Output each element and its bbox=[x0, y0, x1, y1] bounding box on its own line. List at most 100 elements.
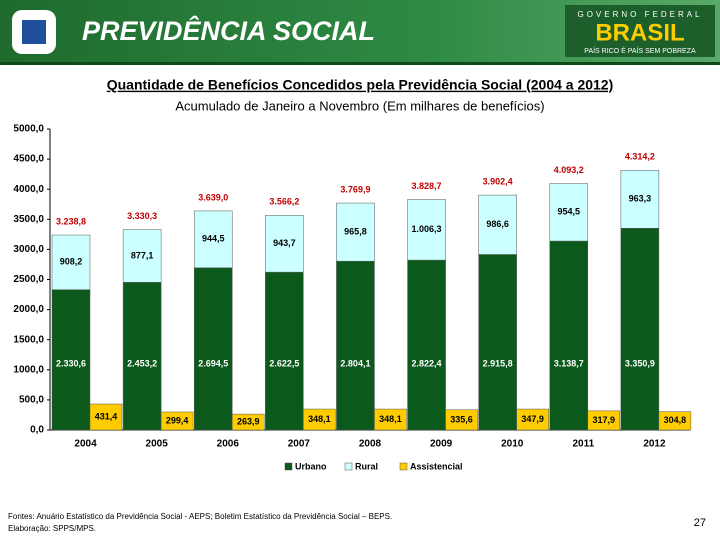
y-tick-label: 3500,0 bbox=[13, 214, 44, 225]
value-label: 954,5 bbox=[558, 207, 581, 217]
value-label: 2.915,8 bbox=[483, 358, 513, 368]
bar-rural bbox=[51, 234, 91, 290]
x-tick-label: 2008 bbox=[359, 439, 382, 450]
legend-label: Rural bbox=[355, 461, 378, 471]
total-label: 3.566,2 bbox=[269, 197, 299, 207]
gov-name: BRASIL bbox=[595, 19, 684, 46]
total-label: 3.238,8 bbox=[56, 216, 86, 226]
bar-assistencial bbox=[587, 410, 621, 431]
x-tick-label: 2004 bbox=[74, 439, 97, 450]
value-label: 263,9 bbox=[237, 416, 260, 426]
x-tick-label: 2011 bbox=[572, 439, 594, 450]
y-tick-label: 5000,0 bbox=[13, 124, 44, 135]
gov-motto: PAÍS RICO É PAÍS SEM POBREZA bbox=[584, 46, 696, 55]
value-label: 2.804,1 bbox=[340, 358, 370, 368]
value-label: 986,6 bbox=[486, 219, 509, 229]
bar-urbano bbox=[122, 282, 162, 431]
x-tick-label: 2012 bbox=[643, 439, 666, 450]
gov-box bbox=[565, 5, 715, 57]
value-label: 943,7 bbox=[273, 238, 296, 248]
bar-urbano bbox=[407, 259, 446, 431]
header-rule bbox=[0, 62, 720, 65]
legend-swatch bbox=[399, 462, 408, 471]
bar-assistencial bbox=[231, 413, 265, 431]
value-label: 944,5 bbox=[202, 234, 225, 244]
bar-assistencial bbox=[303, 408, 336, 431]
value-label: 299,4 bbox=[166, 415, 189, 425]
value-label: 2.330,6 bbox=[56, 358, 86, 368]
bar-rural bbox=[620, 170, 660, 229]
y-tick-label: 4500,0 bbox=[13, 154, 44, 165]
brand: PREVIDÊNCIA SOCIAL bbox=[82, 15, 375, 46]
total-label: 4.314,2 bbox=[625, 152, 655, 162]
value-label: 335,6 bbox=[450, 414, 473, 424]
value-label: 1.006,3 bbox=[412, 224, 442, 234]
y-tick-label: 1500,0 bbox=[13, 334, 44, 345]
y-tick-label: 3000,0 bbox=[13, 244, 44, 255]
value-label: 2.622,5 bbox=[269, 358, 299, 368]
bar-rural bbox=[122, 229, 162, 283]
y-tick-label: 4000,0 bbox=[13, 184, 44, 195]
y-tick-label: 500,0 bbox=[19, 395, 44, 406]
value-label: 348,1 bbox=[379, 414, 402, 424]
bar-rural bbox=[549, 183, 589, 242]
legend-swatch bbox=[344, 462, 353, 471]
gov-top: GOVERNO FEDERAL bbox=[577, 10, 702, 19]
value-label: 908,2 bbox=[60, 257, 83, 267]
total-label: 3.828,7 bbox=[412, 181, 442, 191]
bar-urbano bbox=[620, 228, 660, 431]
bar-rural bbox=[193, 210, 233, 269]
bar-rural bbox=[478, 194, 517, 255]
value-label: 304,8 bbox=[664, 415, 687, 425]
footnote-source: Fontes: Anuário Estatístico da Previdênc… bbox=[8, 512, 392, 521]
bar-assistencial bbox=[516, 408, 549, 431]
bar-urbano bbox=[193, 267, 233, 431]
value-label: 963,3 bbox=[629, 194, 652, 204]
y-tick-label: 2500,0 bbox=[13, 274, 44, 285]
y-tick-label: 0,0 bbox=[30, 425, 44, 436]
value-label: 3.138,7 bbox=[554, 358, 584, 368]
x-tick-label: 2007 bbox=[288, 439, 311, 450]
total-label: 4.093,2 bbox=[554, 165, 584, 175]
bar-assistencial bbox=[658, 411, 692, 431]
total-label: 3.639,0 bbox=[198, 192, 228, 202]
footnote-credit: Elaboração: SPPS/MPS. bbox=[8, 524, 96, 533]
legend-label: Assistencial bbox=[410, 461, 463, 471]
value-label: 317,9 bbox=[593, 415, 616, 425]
value-label: 431,4 bbox=[95, 411, 118, 421]
x-tick-label: 2006 bbox=[217, 439, 240, 450]
bar-rural bbox=[407, 199, 446, 261]
value-label: 3.350,9 bbox=[625, 358, 655, 368]
value-label: 348,1 bbox=[308, 414, 331, 424]
y-tick-label: 1000,0 bbox=[13, 364, 44, 375]
x-tick-label: 2005 bbox=[146, 439, 169, 450]
total-label: 3.769,9 bbox=[340, 184, 370, 194]
legend-swatch bbox=[284, 462, 293, 471]
bar-rural bbox=[336, 202, 375, 262]
page-number: 27 bbox=[694, 517, 706, 529]
value-label: 877,1 bbox=[131, 250, 154, 260]
value-label: 2.453,2 bbox=[127, 358, 157, 368]
legend-label: Urbano bbox=[295, 461, 327, 471]
bar-assistencial bbox=[160, 411, 194, 431]
bar-rural bbox=[265, 215, 304, 273]
bar-assistencial bbox=[374, 408, 407, 431]
x-tick-label: 2009 bbox=[430, 439, 453, 450]
total-label: 3.330,3 bbox=[127, 211, 157, 221]
chart-title: Quantidade de Benefícios Concedidos pela… bbox=[107, 77, 614, 93]
chart-subtitle: Acumulado de Janeiro a Novembro (Em milh… bbox=[175, 98, 544, 113]
value-label: 2.694,5 bbox=[198, 358, 228, 368]
bar-urbano bbox=[549, 240, 589, 431]
bar-urbano bbox=[336, 260, 375, 431]
bar-urbano bbox=[265, 271, 304, 431]
total-label: 3.902,4 bbox=[483, 176, 513, 186]
logo-mark bbox=[22, 20, 46, 44]
value-label: 347,9 bbox=[521, 414, 544, 424]
bar-assistencial bbox=[89, 403, 123, 431]
bar-urbano bbox=[478, 254, 517, 431]
y-tick-label: 2000,0 bbox=[13, 304, 44, 315]
x-tick-label: 2010 bbox=[501, 439, 524, 450]
bar-assistencial bbox=[445, 409, 478, 431]
